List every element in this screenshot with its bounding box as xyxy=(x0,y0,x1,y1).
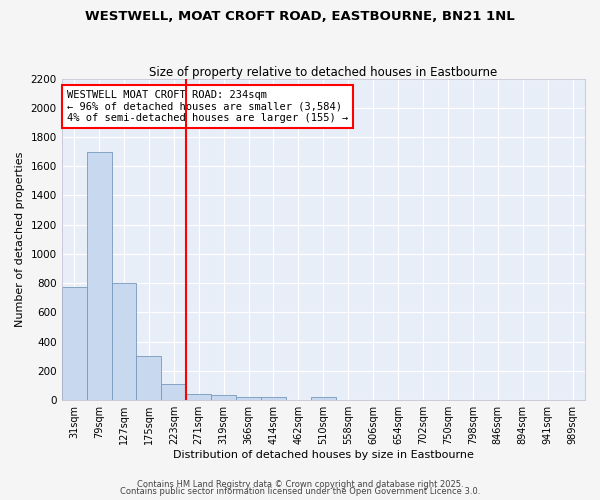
Bar xyxy=(136,356,161,400)
Bar xyxy=(86,152,112,400)
Text: Contains public sector information licensed under the Open Government Licence 3.: Contains public sector information licen… xyxy=(120,487,480,496)
Text: WESTWELL, MOAT CROFT ROAD, EASTBOURNE, BN21 1NL: WESTWELL, MOAT CROFT ROAD, EASTBOURNE, B… xyxy=(85,10,515,23)
Title: Size of property relative to detached houses in Eastbourne: Size of property relative to detached ho… xyxy=(149,66,497,78)
Bar xyxy=(186,394,211,400)
Bar xyxy=(311,398,336,400)
Bar xyxy=(112,283,136,400)
Text: WESTWELL MOAT CROFT ROAD: 234sqm
← 96% of detached houses are smaller (3,584)
4%: WESTWELL MOAT CROFT ROAD: 234sqm ← 96% o… xyxy=(67,90,348,123)
Bar xyxy=(261,398,286,400)
Bar xyxy=(236,396,261,400)
Bar xyxy=(211,395,236,400)
Bar xyxy=(161,384,186,400)
Text: Contains HM Land Registry data © Crown copyright and database right 2025.: Contains HM Land Registry data © Crown c… xyxy=(137,480,463,489)
Y-axis label: Number of detached properties: Number of detached properties xyxy=(15,152,25,327)
Bar xyxy=(62,287,86,400)
X-axis label: Distribution of detached houses by size in Eastbourne: Distribution of detached houses by size … xyxy=(173,450,474,460)
